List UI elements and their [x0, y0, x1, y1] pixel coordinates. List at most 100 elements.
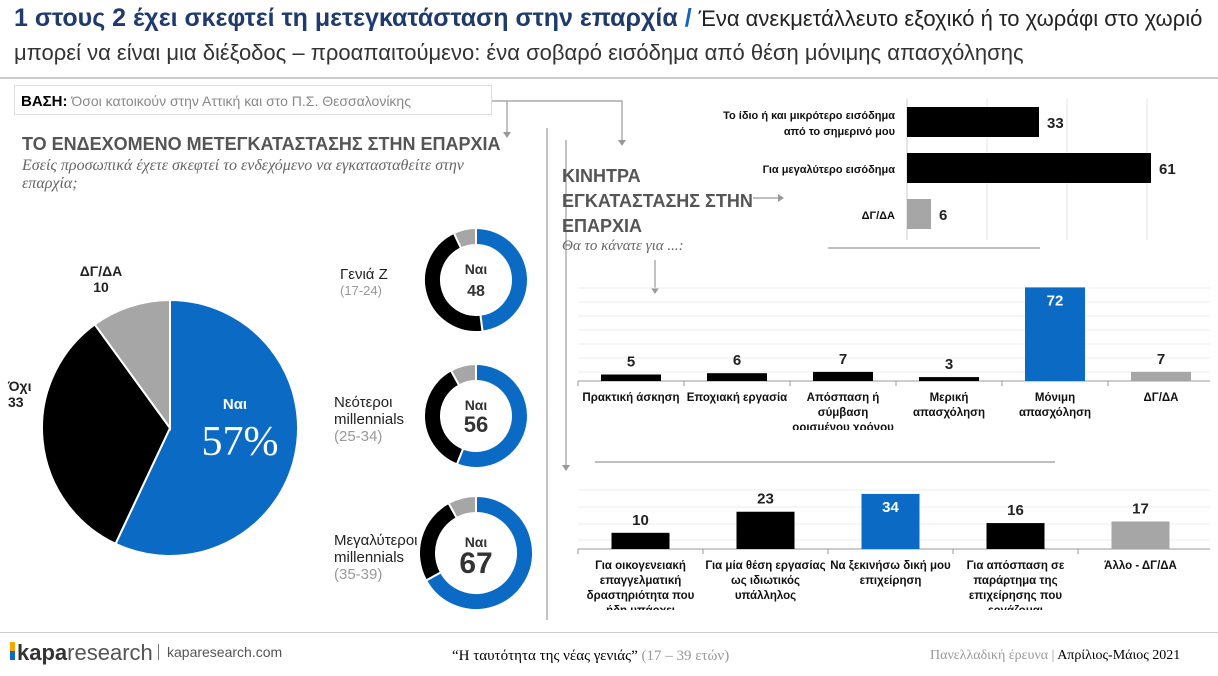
right-question: Θα το κάνατε για ...: [562, 238, 684, 254]
bar [1131, 371, 1191, 381]
bar-value-label: 61 [1159, 161, 1176, 178]
category-label: Απόσπαση ή [807, 392, 880, 404]
category-label: ήδη υπάρχει [606, 605, 675, 610]
pie-label-yes: Ναι [222, 396, 248, 413]
donut-center-value: 48 [467, 283, 485, 300]
bar-value-label: 72 [1047, 292, 1064, 309]
bar-value-label: 5 [627, 354, 635, 371]
employment-type-bar-chart: 5 Πρακτική άσκηση 6 Εποχιακή εργασία 7 Απόσπα… [577, 287, 1210, 430]
bar [611, 532, 670, 549]
bar [1111, 521, 1170, 549]
bar-value-label: 7 [1157, 351, 1165, 368]
donut-segment [455, 362, 529, 469]
footer-site: kaparesearch.com [158, 644, 282, 660]
category-label: παράρτημα της [973, 575, 1057, 587]
bar-value-label: 7 [839, 351, 847, 368]
category-label: Για μεγαλύτερο εισόδημα [763, 164, 896, 176]
donut-center-label: Ναι [465, 534, 488, 550]
category-label: ως ιδιωτικός [731, 575, 800, 587]
donut-label-young-millennials: Νεότεροι millennials (25-34) [334, 394, 405, 445]
pie-label-dk: ΔΓ/ΔΑ 10 [79, 263, 123, 295]
category-label: απασχόληση [913, 407, 985, 419]
bar [861, 493, 920, 549]
donut-center-value: 67 [459, 547, 492, 580]
donut-segment [452, 226, 477, 250]
category-label: σύμβαση [818, 407, 869, 419]
donut-segment [423, 369, 465, 466]
category-label: Άλλο - ΔΓ/ΔΑ [1104, 560, 1177, 572]
pie-label-no: Όχι 33 [8, 378, 32, 410]
category-label: επαγγελματική [600, 575, 682, 587]
bar [707, 373, 767, 381]
category-label: εργάζομαι [988, 605, 1043, 610]
category-label: ΔΓ/ΔΑ [862, 210, 895, 222]
category-label: Για οικογενειακή [595, 560, 686, 572]
category-label: Για μία θέση εργασίας [705, 560, 825, 572]
donut-segment [418, 501, 459, 582]
category-label: ορισμένου χρόνου [792, 422, 894, 430]
category-label: δραστηριότητα που [587, 590, 695, 602]
bar-value-label: 16 [1007, 502, 1024, 519]
divider [0, 77, 1218, 79]
bar-value-label: 6 [733, 352, 741, 369]
footer-divider [0, 632, 1218, 633]
bar [986, 523, 1045, 549]
bar-value-label: 23 [757, 491, 774, 508]
category-label: Να ξεκινήσω δική μου [830, 560, 951, 572]
category-label: επιχείρηση [860, 575, 922, 587]
category-label: Πρακτική άσκηση [582, 392, 679, 404]
bar [1025, 287, 1085, 381]
category-label: ΔΓ/ΔΑ [1144, 392, 1179, 404]
base-box: ΒΑΣΗ: Όσοι κατοικούν στην Αττική και στο… [14, 85, 492, 115]
donut-center-label: Ναι [465, 261, 488, 277]
category-label: υπάλληλος [735, 590, 796, 602]
bar [907, 153, 1151, 183]
donut-label-genz: Γενιά Ζ (17-24) [340, 266, 388, 298]
category-label: Για απόσπαση σε [967, 560, 1065, 572]
donut-center-label: Ναι [465, 397, 488, 413]
bar-value-label: 33 [1047, 115, 1064, 132]
pie-chart [41, 298, 299, 557]
category-label: από το σημερινό μου [784, 126, 895, 138]
donut-label-old-millennials: Μεγαλύτεροι millennials (35-39) [334, 532, 418, 583]
donut-segment [424, 494, 534, 611]
footer-survey: Πανελλαδική έρευνα | Απρίλιος-Μάιος 2021 [930, 648, 1181, 663]
category-label: Μερική [930, 392, 969, 404]
left-section-title: ΤΟ ΕΝΔΕΧΟΜΕΝΟ ΜΕΤΕΓΚΑΤΑΣΤΑΣΗΣ ΣΤΗΝ ΕΠΑΡΧ… [22, 134, 501, 154]
left-question: Εσείς προσωπικά έχετε σκεφτεί το ενδεχόμ… [22, 157, 464, 192]
pie-slice-1 [41, 323, 172, 546]
job-type-bar-chart: 10 Για οικογενειακή επαγγελματική δραστηριό… [577, 489, 1210, 610]
footer-study: “Η ταυτότητα της νέας γενιάς” (17 – 39 ε… [452, 648, 730, 664]
pie-slice-0 [114, 298, 299, 557]
bar-value-label: 34 [882, 499, 899, 516]
category-label: Εποχιακή εργασία [687, 392, 787, 404]
category-label: Μόνιμη [1035, 392, 1075, 404]
category-label: απασχόληση [1019, 407, 1091, 419]
pie-value-yes: 57% [201, 419, 279, 465]
slide-title: 1 στους 2 έχει σκεφτεί τη μετεγκατάσταση… [14, 4, 1203, 32]
bar [601, 374, 661, 381]
bar [919, 377, 979, 381]
slide-subtitle: μπορεί να είναι μια διέξοδος – προαπαιτο… [14, 40, 1024, 65]
donut-segment [447, 494, 477, 520]
bar-value-label: 3 [945, 356, 953, 373]
donut-segment [475, 226, 529, 333]
bar [907, 107, 1039, 137]
right-section-title: ΚΙΝΗΤΡΑ ΕΓΚΑΤΑΣΤΑΣΗΣ ΣΤΗΝ ΕΠΑΡΧΙΑ [562, 166, 753, 236]
pie-slice-2 [93, 298, 171, 432]
category-label: Το ίδιο ή και μικρότερο εισόδημα [723, 110, 895, 122]
income-bar-chart: 33 Το ίδιο ή και μικρότερο εισόδημα από το… [723, 99, 1176, 240]
bar [813, 371, 873, 381]
bar-value-label: 6 [939, 207, 947, 224]
donut-segment [449, 362, 477, 387]
bar-value-label: 17 [1132, 500, 1149, 517]
bar-value-label: 10 [632, 512, 649, 529]
donut-center-value: 56 [464, 412, 488, 437]
bar [907, 199, 931, 229]
bar [736, 511, 795, 549]
category-label: επιχείρησης που [969, 590, 1062, 602]
kapa-logo: kaparesearch [10, 640, 153, 666]
